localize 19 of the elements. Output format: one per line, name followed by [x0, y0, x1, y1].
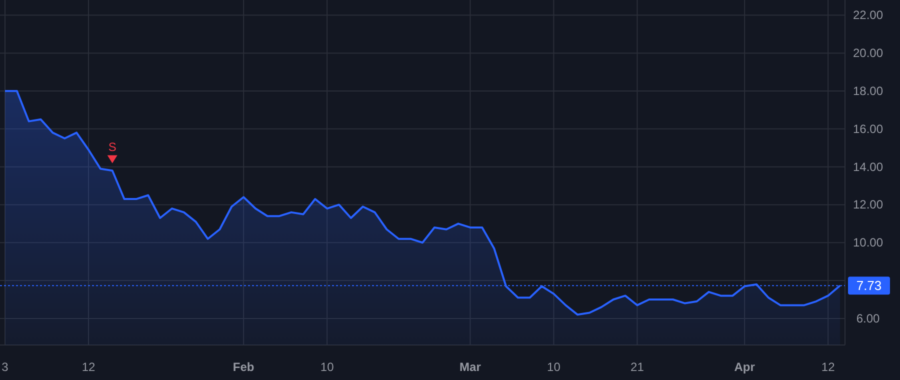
y-tick-label: 12.00 — [852, 198, 884, 212]
x-tick-label: Apr — [734, 360, 756, 374]
y-tick-label: 14.00 — [852, 160, 884, 174]
y-tick-label: 20.00 — [852, 46, 884, 60]
y-tick-label: 22.00 — [852, 8, 884, 22]
y-tick-label: 10.00 — [852, 236, 884, 250]
x-tick-label: Feb — [232, 360, 254, 374]
ref-line-label: 7.73 — [856, 278, 882, 294]
x-tick-label: 10 — [320, 360, 334, 374]
x-tick-label: 12 — [821, 360, 836, 374]
x-tick-label: 12 — [82, 360, 96, 374]
series-label: S — [108, 140, 116, 154]
x-tick-label: 21 — [630, 360, 644, 374]
y-tick-label: 6.00 — [856, 311, 880, 326]
x-tick-label: Mar — [460, 360, 482, 374]
y-tick-label: 16.00 — [852, 122, 884, 136]
y-tick-label: 18.00 — [852, 84, 884, 98]
x-tick-label: 3 — [2, 360, 9, 374]
x-tick-label: 10 — [547, 360, 561, 374]
